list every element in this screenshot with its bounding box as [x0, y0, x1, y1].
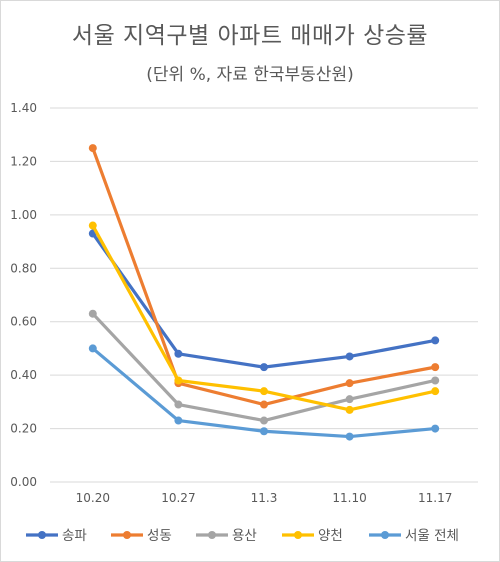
data-point	[260, 387, 268, 396]
legend-item: 양천	[282, 528, 343, 544]
series-line	[91, 231, 437, 369]
legend-swatch-marker	[294, 531, 302, 539]
data-point	[431, 424, 440, 433]
data-point	[174, 400, 183, 409]
data-point	[431, 363, 440, 372]
series-4	[88, 221, 440, 414]
y-tick-label: 0.60	[10, 315, 37, 329]
chart-subtitle: (단위 %, 자료 한국부동산원)	[146, 65, 354, 85]
grid-layer	[50, 107, 478, 483]
data-point	[260, 363, 268, 372]
legend-swatch-marker	[381, 531, 389, 539]
y-tick-label: 0.20	[10, 422, 37, 436]
legend-item: 서울 전체	[369, 528, 459, 544]
data-point	[260, 400, 268, 409]
x-tick-label: 11.10	[332, 491, 366, 505]
legend-item: 용산	[196, 528, 257, 544]
y-tick-label: 0.40	[10, 368, 37, 382]
y-tick-label: 1.00	[10, 208, 37, 222]
series-3	[88, 309, 440, 425]
series-5	[88, 344, 440, 441]
data-point	[174, 376, 183, 385]
legend-item: 성동	[111, 528, 172, 544]
legend-swatch-marker	[38, 531, 46, 539]
data-point	[431, 376, 440, 385]
legend-label: 서울 전체	[405, 528, 459, 544]
y-tick-label: 1.40	[10, 101, 37, 115]
data-point	[345, 352, 354, 361]
legend-swatch-marker	[208, 531, 216, 539]
data-point	[174, 416, 183, 425]
series-1	[88, 229, 440, 372]
legend-item: 송파	[26, 528, 87, 544]
legend-swatch-marker	[123, 531, 131, 539]
x-axis: 10.20 10.27 11.3 11.10 11.17	[76, 491, 453, 505]
legend: 송파 성동 용산 양천 서울 전체	[26, 528, 459, 544]
x-tick-label: 10.20	[76, 491, 110, 505]
x-tick-label: 10.27	[161, 491, 195, 505]
series-line	[91, 223, 437, 412]
legend-label: 성동	[147, 528, 172, 544]
data-point	[431, 387, 440, 396]
y-tick-label: 0.80	[10, 261, 37, 275]
data-point	[88, 144, 97, 153]
legend-label: 양천	[318, 528, 343, 544]
data-point	[174, 349, 183, 358]
legend-label: 송파	[62, 528, 87, 544]
series-layer	[88, 144, 440, 441]
data-point	[345, 405, 354, 414]
data-point	[345, 395, 354, 404]
chart-title: 서울 지역구별 아파트 매매가 상승률	[71, 23, 429, 49]
y-tick-label: 0.00	[10, 475, 37, 489]
y-axis: 0.00 0.20 0.40 0.60 0.80 1.00 1.20 1.40	[10, 101, 37, 489]
y-tick-label: 1.20	[10, 154, 37, 168]
data-point	[260, 427, 268, 436]
x-tick-label: 11.3	[251, 491, 278, 505]
data-point	[88, 221, 97, 230]
legend-label: 용산	[232, 528, 257, 544]
data-point	[88, 344, 97, 353]
data-point	[345, 379, 354, 388]
x-tick-label: 11.17	[418, 491, 452, 505]
data-point	[431, 336, 440, 345]
data-point	[345, 432, 354, 441]
data-point	[88, 309, 97, 318]
data-point	[260, 416, 268, 425]
